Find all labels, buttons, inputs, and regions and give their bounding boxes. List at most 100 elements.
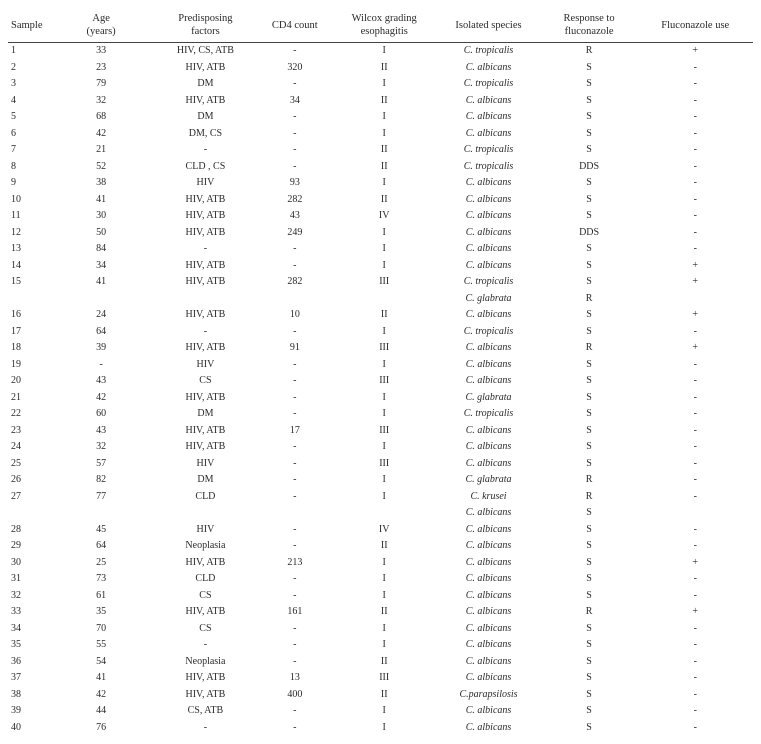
table-cell: - bbox=[638, 93, 754, 110]
table-cell: 82 bbox=[49, 472, 153, 489]
table-cell: S bbox=[541, 637, 638, 654]
table-cell: C. albicans bbox=[436, 505, 540, 522]
table-row: 3555--IC. albicansS- bbox=[8, 637, 753, 654]
table-cell: C. albicans bbox=[436, 604, 540, 621]
table-cell: 6 bbox=[8, 126, 49, 143]
table-cell: - bbox=[638, 456, 754, 473]
table-cell: 18 bbox=[8, 340, 49, 357]
table-cell: C. albicans bbox=[436, 670, 540, 687]
table-cell: S bbox=[541, 588, 638, 605]
table-cell: 8 bbox=[8, 159, 49, 176]
table-cell bbox=[332, 505, 436, 522]
table-cell: 25 bbox=[49, 555, 153, 572]
table-cell bbox=[153, 291, 257, 308]
table-cell: - bbox=[638, 126, 754, 143]
table-cell: 55 bbox=[49, 637, 153, 654]
table-cell: S bbox=[541, 109, 638, 126]
table-cell: 44 bbox=[49, 703, 153, 720]
table-cell: C. albicans bbox=[436, 93, 540, 110]
table-cell: CS bbox=[153, 588, 257, 605]
table-cell: 282 bbox=[258, 274, 333, 291]
table-row: 2682DM-IC. glabrataR- bbox=[8, 472, 753, 489]
table-cell: I bbox=[332, 76, 436, 93]
table-cell: - bbox=[49, 357, 153, 374]
col-wilcox-l2: esophagitis bbox=[361, 26, 408, 37]
table-cell: 11 bbox=[8, 208, 49, 225]
table-cell: I bbox=[332, 390, 436, 407]
table-cell: C. albicans bbox=[436, 225, 540, 242]
table-cell: - bbox=[638, 637, 754, 654]
table-cell: I bbox=[332, 555, 436, 572]
table-cell: 2 bbox=[8, 60, 49, 77]
table-cell: 13 bbox=[258, 670, 333, 687]
table-cell: - bbox=[638, 687, 754, 704]
table-cell: C. albicans bbox=[436, 423, 540, 440]
table-cell: - bbox=[638, 159, 754, 176]
table-cell: 5 bbox=[8, 109, 49, 126]
table-cell: S bbox=[541, 423, 638, 440]
table-cell: 27 bbox=[8, 489, 49, 506]
table-cell: - bbox=[638, 241, 754, 258]
table-row: 938HIV93IC. albicansS- bbox=[8, 175, 753, 192]
table-cell: C. albicans bbox=[436, 60, 540, 77]
table-cell: 7 bbox=[8, 142, 49, 159]
table-cell: 41 bbox=[49, 274, 153, 291]
table-cell: 33 bbox=[49, 43, 153, 60]
table-cell: 19 bbox=[8, 357, 49, 374]
table-cell: I bbox=[332, 621, 436, 638]
col-factors-l2: factors bbox=[191, 26, 220, 37]
table-cell: 4 bbox=[8, 93, 49, 110]
table-row: 3944CS, ATB-IC. albicansS- bbox=[8, 703, 753, 720]
table-cell: 38 bbox=[8, 687, 49, 704]
table-cell: S bbox=[541, 274, 638, 291]
table-row: C. albicansS bbox=[8, 505, 753, 522]
table-cell: C. albicans bbox=[436, 126, 540, 143]
table-cell: II bbox=[332, 654, 436, 671]
table-cell: 37 bbox=[8, 670, 49, 687]
table-cell: 36 bbox=[8, 654, 49, 671]
col-response: Response to fluconazole bbox=[541, 8, 638, 43]
col-age-l1: Age bbox=[92, 13, 110, 24]
table-cell: S bbox=[541, 390, 638, 407]
table-cell: - bbox=[638, 225, 754, 242]
table-cell: C. tropicalis bbox=[436, 142, 540, 159]
table-cell: DM bbox=[153, 406, 257, 423]
table-cell: 33 bbox=[8, 604, 49, 621]
table-cell: - bbox=[258, 538, 333, 555]
table-cell: HIV bbox=[153, 175, 257, 192]
table-cell: - bbox=[638, 208, 754, 225]
table-cell: III bbox=[332, 373, 436, 390]
table-row: 19-HIV-IC. albicansS- bbox=[8, 357, 753, 374]
table-cell: R bbox=[541, 291, 638, 308]
table-cell: 10 bbox=[258, 307, 333, 324]
table-cell: 10 bbox=[8, 192, 49, 209]
table-cell: CLD bbox=[153, 571, 257, 588]
table-cell: 76 bbox=[49, 720, 153, 737]
table-row: 2432HIV, ATB-IC. albicansS- bbox=[8, 439, 753, 456]
table-cell: 28 bbox=[8, 522, 49, 539]
table-cell: HIV, ATB bbox=[153, 390, 257, 407]
table-cell: 3 bbox=[8, 76, 49, 93]
table-cell: I bbox=[332, 241, 436, 258]
table-cell: HIV, ATB bbox=[153, 208, 257, 225]
table-cell: II bbox=[332, 604, 436, 621]
table-cell: CS bbox=[153, 373, 257, 390]
table-cell: - bbox=[638, 654, 754, 671]
table-cell: - bbox=[638, 538, 754, 555]
table-cell: S bbox=[541, 456, 638, 473]
table-cell: I bbox=[332, 357, 436, 374]
table-row: 3261CS-IC. albicansS- bbox=[8, 588, 753, 605]
table-cell: S bbox=[541, 538, 638, 555]
table-cell: - bbox=[638, 621, 754, 638]
table-cell: C. albicans bbox=[436, 588, 540, 605]
table-cell: C. albicans bbox=[436, 621, 540, 638]
table-cell: - bbox=[153, 637, 257, 654]
table-cell: HIV, ATB bbox=[153, 258, 257, 275]
col-cd4: CD4 count bbox=[258, 8, 333, 43]
table-cell: I bbox=[332, 126, 436, 143]
table-row: 2343HIV, ATB17IIIC. albicansS- bbox=[8, 423, 753, 440]
table-cell: C. tropicalis bbox=[436, 324, 540, 341]
table-cell: DM, CS bbox=[153, 126, 257, 143]
table-cell: HIV, ATB bbox=[153, 192, 257, 209]
table-cell: I bbox=[332, 571, 436, 588]
